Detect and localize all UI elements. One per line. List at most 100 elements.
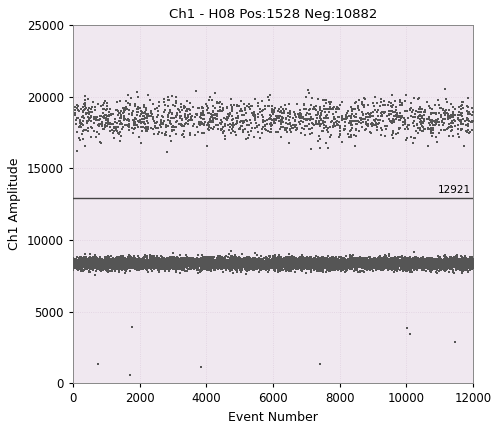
Point — [131, 262, 139, 269]
Point — [300, 265, 308, 272]
Point — [83, 256, 91, 263]
Point — [402, 259, 410, 266]
Point — [172, 261, 179, 268]
Point — [286, 258, 294, 265]
Point — [152, 106, 160, 113]
Point — [392, 262, 400, 269]
Point — [206, 261, 214, 268]
Point — [152, 254, 160, 261]
Point — [110, 261, 118, 268]
Point — [114, 261, 122, 268]
Point — [258, 118, 266, 125]
Point — [297, 260, 305, 267]
Point — [338, 260, 346, 267]
Point — [156, 258, 164, 265]
Point — [130, 259, 138, 266]
Point — [436, 257, 444, 264]
Point — [123, 260, 131, 267]
Point — [304, 260, 312, 267]
Point — [86, 257, 94, 264]
Point — [244, 135, 252, 142]
Point — [338, 260, 345, 267]
Point — [418, 122, 426, 129]
Point — [334, 261, 342, 268]
Point — [252, 260, 260, 267]
Point — [341, 118, 349, 125]
Point — [197, 261, 205, 268]
Point — [221, 260, 229, 267]
Point — [170, 258, 178, 265]
Point — [456, 255, 464, 262]
Point — [154, 264, 162, 271]
Point — [150, 260, 158, 267]
Point — [444, 111, 452, 118]
Point — [166, 263, 174, 270]
Point — [375, 264, 383, 271]
Point — [310, 258, 318, 265]
Point — [99, 259, 107, 266]
Point — [101, 258, 109, 265]
Point — [137, 259, 145, 266]
Point — [315, 264, 323, 271]
Point — [182, 264, 190, 271]
Point — [272, 257, 280, 264]
Point — [242, 261, 250, 268]
Point — [272, 264, 280, 271]
Point — [278, 260, 286, 267]
Point — [448, 120, 456, 127]
Point — [430, 260, 438, 267]
Point — [272, 254, 280, 261]
Point — [355, 257, 363, 264]
Point — [153, 104, 161, 111]
Point — [285, 257, 293, 264]
Point — [180, 256, 188, 263]
Point — [194, 262, 202, 269]
Point — [435, 255, 443, 262]
Point — [398, 260, 406, 267]
Point — [308, 264, 316, 270]
Point — [463, 103, 471, 110]
Point — [406, 259, 413, 266]
Point — [460, 254, 468, 261]
Point — [210, 266, 218, 273]
Point — [285, 261, 293, 268]
Point — [227, 262, 235, 269]
Point — [348, 261, 356, 268]
Point — [370, 261, 378, 268]
Point — [222, 264, 230, 271]
Point — [234, 258, 241, 265]
Point — [241, 258, 249, 265]
Point — [236, 98, 244, 105]
Point — [193, 111, 201, 118]
Point — [228, 116, 236, 123]
Point — [370, 103, 378, 110]
Point — [387, 259, 395, 266]
Point — [140, 109, 148, 116]
Point — [100, 260, 108, 267]
Point — [261, 265, 269, 272]
Point — [450, 254, 458, 261]
Point — [331, 257, 339, 264]
Point — [370, 258, 378, 265]
Point — [266, 262, 274, 269]
Point — [288, 259, 296, 266]
Point — [442, 256, 450, 263]
Point — [314, 261, 322, 268]
Point — [161, 130, 169, 137]
Point — [332, 260, 340, 267]
Point — [204, 260, 212, 267]
Point — [416, 263, 424, 270]
Point — [218, 257, 226, 264]
Point — [394, 262, 402, 269]
Point — [162, 264, 170, 270]
Point — [164, 260, 172, 267]
Point — [98, 263, 106, 270]
Point — [338, 262, 346, 269]
Point — [337, 261, 345, 268]
Point — [338, 259, 346, 266]
Point — [250, 257, 258, 264]
Point — [106, 112, 114, 119]
Point — [386, 261, 394, 268]
Point — [366, 264, 374, 270]
Point — [72, 264, 80, 270]
